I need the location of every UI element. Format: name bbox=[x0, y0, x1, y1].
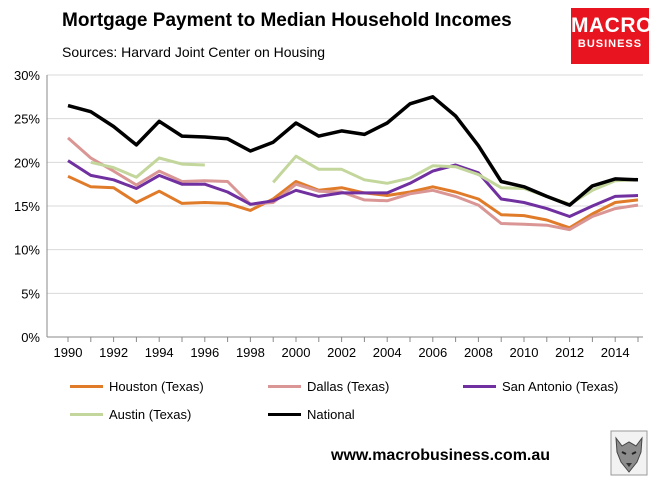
chart-subtitle: Sources: Harvard Joint Center on Housing bbox=[62, 44, 326, 60]
logo-line-1: MACRO bbox=[571, 14, 653, 37]
x-tick-label: 2014 bbox=[601, 345, 630, 360]
x-tick-label: 2012 bbox=[555, 345, 584, 360]
logo-line-2: BUSINESS bbox=[577, 38, 643, 50]
series-line-san-antonio-texas bbox=[67, 159, 639, 218]
x-tick-label: 1996 bbox=[190, 345, 219, 360]
series-line-houston-texas bbox=[67, 174, 639, 230]
series-line-dallas-texas bbox=[67, 136, 639, 232]
y-tick-label: 30% bbox=[14, 68, 40, 83]
x-tick-label: 1992 bbox=[99, 345, 128, 360]
series-line-national bbox=[67, 95, 639, 207]
y-tick-label: 10% bbox=[14, 243, 40, 258]
x-tick-label: 2004 bbox=[373, 345, 402, 360]
macro-business-logo: MACRO BUSINESS bbox=[571, 8, 653, 64]
y-tick-label: 5% bbox=[21, 286, 40, 301]
x-tick-label: 2002 bbox=[327, 345, 356, 360]
y-tick-label: 25% bbox=[14, 112, 40, 127]
x-tick-label: 2006 bbox=[418, 345, 447, 360]
y-tick-label: 15% bbox=[14, 199, 40, 214]
x-tick-label: 2000 bbox=[282, 345, 311, 360]
x-tick-label: 1994 bbox=[145, 345, 174, 360]
x-tick-label: 1990 bbox=[54, 345, 83, 360]
chart-title: Mortgage Payment to Median Household Inc… bbox=[62, 10, 512, 31]
y-tick-label: 0% bbox=[21, 330, 40, 345]
x-tick-label: 2008 bbox=[464, 345, 493, 360]
y-tick-label: 20% bbox=[14, 155, 40, 170]
x-tick-label: 2010 bbox=[510, 345, 539, 360]
x-tick-label: 1998 bbox=[236, 345, 265, 360]
website-url[interactable]: www.macrobusiness.com.au bbox=[331, 447, 551, 464]
wolf-logo-icon bbox=[610, 430, 648, 476]
